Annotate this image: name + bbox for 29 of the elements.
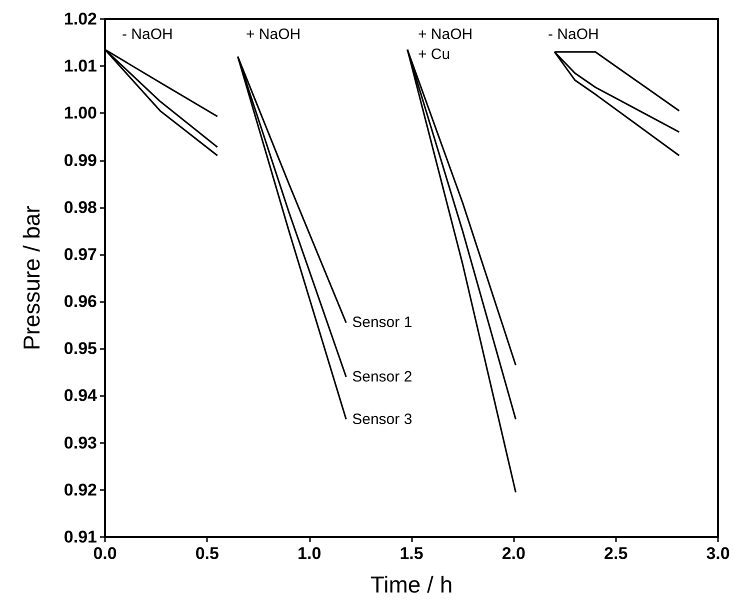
y-tick-label: 0.96: [64, 292, 97, 312]
annotation: - NaOH: [122, 26, 173, 43]
y-tick-label: 1.01: [64, 56, 97, 76]
y-tick-label: 0.94: [64, 386, 98, 406]
y-tick-label: 0.92: [64, 480, 97, 500]
x-tick-label: 2.5: [604, 544, 628, 563]
series-label: Sensor 3: [352, 410, 412, 428]
y-tick-label: 0.95: [64, 339, 97, 358]
annotation: + NaOH: [246, 26, 301, 43]
y-tick-label: 0.91: [64, 528, 97, 546]
series-label: Sensor 2: [352, 368, 412, 386]
x-tick-label: 1.5: [400, 544, 424, 563]
annotation: - NaOH: [548, 26, 599, 43]
annotation: + NaOH: [418, 26, 473, 43]
y-tick-label: 0.97: [64, 244, 97, 264]
annotation: + Cu: [418, 46, 450, 63]
y-tick-label: 1.02: [64, 10, 97, 28]
series-label: Sensor 1: [352, 314, 412, 332]
x-tick-label: 3.0: [706, 544, 730, 563]
x-tick-label: 1.0: [298, 544, 322, 563]
y-tick-label: 0.99: [64, 150, 97, 170]
y-tick-label: 1.00: [64, 104, 97, 123]
x-tick-label: 0.5: [195, 544, 219, 563]
x-tick-label: 0.0: [93, 544, 117, 563]
y-tick-label: 0.98: [64, 198, 97, 217]
y-tick-label: 0.93: [64, 433, 97, 452]
x-tick-label: 2.0: [502, 544, 526, 563]
y-axis-title: Pressure / bar: [18, 205, 44, 350]
x-axis-title: Time / h: [370, 572, 453, 598]
